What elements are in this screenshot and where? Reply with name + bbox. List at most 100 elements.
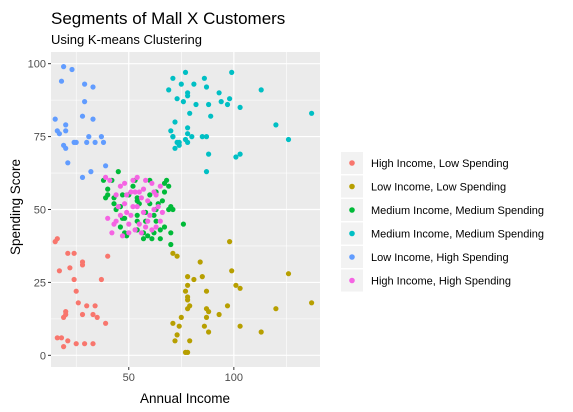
data-point — [140, 209, 147, 215]
data-point — [151, 206, 157, 213]
data-point — [157, 236, 163, 242]
data-point — [105, 192, 111, 198]
data-point — [227, 96, 233, 102]
axis-ticks: 50 100 0 25 50 75 100 — [28, 59, 243, 384]
data-point — [203, 169, 210, 175]
data-point — [153, 224, 159, 230]
y-tick-label: 0 — [40, 350, 46, 362]
data-point — [103, 320, 109, 326]
data-point — [126, 230, 132, 236]
data-point — [105, 186, 111, 192]
data-point — [168, 230, 174, 236]
data-point — [63, 145, 69, 151]
data-point — [172, 145, 178, 151]
data-point — [113, 192, 119, 198]
data-point — [170, 250, 176, 256]
legend-label: Low Income, High Spending — [371, 252, 509, 264]
legend-label: High Income, Low Spending — [371, 158, 509, 170]
data-point — [185, 93, 191, 99]
data-point — [206, 329, 212, 335]
data-point — [159, 198, 165, 204]
data-point — [54, 335, 60, 341]
data-point — [124, 209, 130, 215]
data-point — [170, 320, 176, 326]
data-point — [237, 104, 243, 110]
data-point — [56, 131, 63, 137]
data-point — [147, 212, 153, 218]
data-point — [180, 221, 186, 227]
data-point — [157, 183, 163, 189]
legend-swatch — [349, 277, 355, 284]
data-point — [176, 323, 182, 329]
data-point — [187, 303, 193, 309]
data-point — [203, 314, 210, 320]
data-point — [166, 87, 172, 93]
data-point — [122, 180, 128, 186]
data-point — [117, 224, 123, 230]
data-point — [115, 204, 121, 210]
data-point — [88, 169, 94, 175]
data-point — [134, 204, 140, 210]
legend-label: High Income, High Spending — [371, 276, 511, 288]
data-point — [155, 204, 161, 210]
x-tick-label: 50 — [123, 372, 135, 384]
data-point — [161, 180, 168, 186]
data-point — [309, 110, 315, 116]
y-axis-title: Spending Score — [8, 159, 23, 255]
data-point — [58, 335, 65, 341]
data-point — [92, 139, 98, 145]
data-point — [69, 66, 75, 73]
data-point — [82, 341, 88, 347]
data-point — [149, 227, 155, 233]
data-point — [149, 180, 155, 186]
series-0 — [52, 236, 111, 350]
data-point — [168, 241, 174, 248]
data-point — [182, 69, 189, 75]
data-point — [122, 215, 128, 221]
data-point — [185, 125, 191, 131]
data-point — [273, 122, 279, 128]
data-point — [63, 128, 69, 134]
data-point — [191, 276, 197, 283]
data-point — [138, 195, 144, 201]
data-point — [145, 218, 151, 224]
data-point — [185, 297, 191, 303]
data-point — [65, 338, 71, 344]
data-point — [216, 311, 222, 318]
data-point — [90, 341, 96, 347]
data-point — [172, 119, 178, 125]
y-tick-label: 25 — [34, 277, 46, 289]
data-point — [143, 177, 149, 183]
data-point — [136, 221, 142, 227]
legend-item: Low Income, High Spending — [341, 246, 509, 268]
data-point — [84, 303, 90, 309]
y-tick-label: 75 — [34, 132, 46, 144]
data-point — [130, 183, 136, 189]
legend-swatch — [349, 230, 355, 237]
data-point — [107, 177, 113, 183]
data-point — [56, 268, 63, 274]
data-point — [79, 311, 86, 318]
legend-background — [341, 151, 566, 294]
series-3 — [166, 69, 315, 175]
data-point — [180, 99, 186, 105]
plot-panel — [51, 52, 320, 367]
data-point — [178, 81, 184, 87]
data-point — [82, 99, 88, 105]
legend-label: Medium Income, Medium Spending — [371, 205, 544, 217]
data-point — [309, 300, 315, 306]
y-tick-label: 100 — [28, 59, 46, 71]
data-point — [203, 134, 210, 140]
data-point — [197, 259, 203, 265]
data-point — [124, 192, 130, 198]
data-point — [61, 314, 67, 320]
data-point — [199, 274, 205, 280]
data-point — [216, 90, 222, 96]
data-point — [130, 204, 136, 210]
data-point — [206, 309, 212, 315]
series-5 — [103, 174, 165, 239]
data-point — [229, 69, 235, 75]
legend-item: Low Income, Low Spending — [341, 175, 506, 198]
legend-item: High Income, High Spending — [341, 269, 511, 292]
data-point — [115, 169, 121, 175]
